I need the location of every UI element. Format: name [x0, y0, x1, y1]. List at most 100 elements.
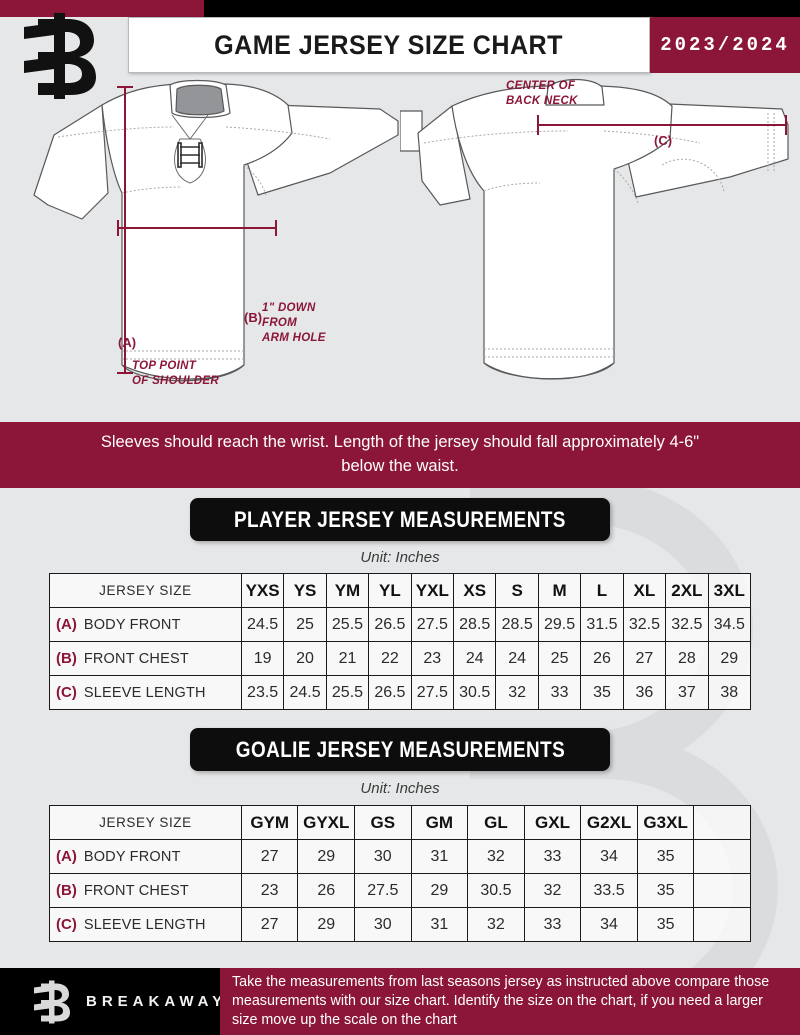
- measurement-cell: 22: [368, 641, 412, 676]
- page-title: GAME JERSEY SIZE CHART: [214, 29, 564, 60]
- measurement-cell: 34: [580, 839, 638, 874]
- goalie-unit-label: Unit: Inches: [360, 780, 440, 797]
- top-strip-maroon: [0, 0, 204, 17]
- measurement-cell: 27: [240, 839, 299, 874]
- measurement-cell: 26.5: [368, 675, 412, 710]
- measurement-cell: 29: [707, 641, 752, 676]
- measurement-cell: 29: [410, 873, 469, 908]
- label-arm-hole-line1: 1" DOWN: [262, 302, 316, 314]
- measurement-cell: 24.5: [240, 607, 285, 642]
- measurement-cell: [693, 839, 751, 874]
- measurement-cell: 28.5: [453, 607, 497, 642]
- dimension-tag-c: (C): [654, 133, 673, 148]
- measurement-cell: 37: [665, 675, 709, 710]
- label-top-point-of-shoulder-line1: TOP POINT: [132, 360, 197, 372]
- measurement-cell: 25.5: [325, 675, 370, 710]
- measurement-cell: 33: [523, 839, 582, 874]
- measurement-cell: 35: [580, 675, 624, 710]
- column-header-yxl: YXL: [410, 573, 455, 608]
- measurement-cell: 29.5: [537, 607, 582, 642]
- measurement-cell: 29: [297, 839, 356, 874]
- dimension-tag-b: (B): [244, 310, 263, 325]
- goalie-measurements-table-wrap: JERSEY SIZE GYM GYXL GS GM GL GXL G2XL G3XL (A)…: [49, 805, 751, 942]
- row-name: SLEEVE LENGTH: [83, 916, 206, 933]
- row-key: (C): [56, 684, 77, 701]
- jersey-back-illustration: [400, 78, 789, 380]
- goalie-measurements-table: JERSEY SIZE GYM GYXL GS GM GL GXL G2XL G3XL (A)…: [49, 805, 751, 942]
- measurement-cell: 33.5: [580, 873, 638, 908]
- player-row-header-label: JERSEY SIZE: [49, 573, 242, 608]
- measurement-cell: 30: [354, 907, 412, 942]
- column-header-3xl: 3XL: [707, 573, 752, 608]
- column-header-gs: GS: [354, 805, 412, 840]
- goalie-table-body: (A) BODY FRONT 27 29 30 31 32 33 34 35 (B) FRONT CH…: [49, 839, 751, 942]
- label-arm-hole-line3: ARM HOLE: [262, 332, 326, 344]
- measurement-cell: 32: [523, 873, 582, 908]
- player-unit-label: Unit: Inches: [360, 549, 440, 566]
- season-label: 2023/2024: [660, 34, 790, 56]
- column-header-ys: YS: [283, 573, 327, 608]
- goalie-section-title-pill: GOALIE JERSEY MEASUREMENTS: [190, 728, 610, 771]
- instruction-banner: Sleeves should reach the wrist. Length o…: [0, 422, 800, 488]
- footer-brand-block: BREAKAWAY: [0, 968, 222, 1035]
- measurement-cell: 30.5: [467, 873, 525, 908]
- measurement-cell: [693, 873, 751, 908]
- player-measurements-table: JERSEY SIZE YXS YS YM YL YXL XS S M L XL 2XL 3XL (A…: [49, 573, 752, 710]
- row-label-cell: (A) BODY FRONT: [49, 839, 242, 874]
- column-header-gyxl: GYXL: [297, 805, 356, 840]
- measurement-cell: 34.5: [707, 607, 752, 642]
- footer-instruction-text: Take the measurements from last seasons …: [232, 974, 770, 1028]
- column-header-m: M: [537, 573, 582, 608]
- measurement-cell: 24: [453, 641, 497, 676]
- measurement-cell: 27.5: [410, 675, 455, 710]
- measurement-cell: 25: [283, 607, 327, 642]
- measurement-cell: 25.5: [325, 607, 370, 642]
- measurement-cell: 30: [354, 839, 412, 874]
- table-row: (A) BODY FRONT 24.5 25 25.5 26.5 27.5 28.5 28.5 2…: [49, 607, 752, 642]
- label-top-point-of-shoulder-line2: OF SHOULDER: [132, 375, 219, 387]
- title-banner: GAME JERSEY SIZE CHART: [128, 17, 650, 73]
- label-arm-hole-line2: FROM: [262, 317, 298, 329]
- measurement-cell: 32: [467, 907, 525, 942]
- column-header-yl: YL: [368, 573, 412, 608]
- instruction-banner-text: Sleeves should reach the wrist. Length o…: [100, 433, 700, 475]
- footer-instruction-block: Take the measurements from last seasons …: [220, 968, 800, 1035]
- measurement-cell: 26: [580, 641, 624, 676]
- row-name: SLEEVE LENGTH: [83, 684, 206, 701]
- measurement-cell: 28.5: [495, 607, 539, 642]
- header-logo: [0, 13, 128, 99]
- measurement-cell: 32.5: [665, 607, 709, 642]
- row-label-cell: (C) SLEEVE LENGTH: [49, 675, 242, 710]
- row-label-cell: (C) SLEEVE LENGTH: [49, 907, 242, 942]
- row-key: (B): [56, 882, 77, 899]
- measurement-cell: 20: [283, 641, 327, 676]
- column-header-xs: XS: [453, 573, 497, 608]
- row-key: (C): [56, 916, 77, 933]
- row-key: (A): [56, 616, 77, 633]
- footer-brand-name: BREAKAWAY: [86, 993, 228, 1010]
- column-header-g2xl: G2XL: [580, 805, 638, 840]
- goalie-row-header-label: JERSEY SIZE: [49, 805, 242, 840]
- measurement-cell: 19: [240, 641, 285, 676]
- table-row: (C) SLEEVE LENGTH 27 29 30 31 32 33 34 35: [49, 907, 751, 942]
- column-header-s: S: [495, 573, 539, 608]
- column-header-gl: GL: [467, 805, 525, 840]
- measurement-cell: 31: [410, 907, 469, 942]
- measurement-cell: 27: [240, 907, 299, 942]
- row-label-cell: (B) FRONT CHEST: [49, 873, 242, 908]
- measurement-cell: 33: [537, 675, 582, 710]
- measurement-cell: 36: [622, 675, 667, 710]
- page-footer: BREAKAWAY Take the measurements from las…: [0, 968, 800, 1035]
- measurement-cell: 33: [523, 907, 582, 942]
- dimension-tag-a: (A): [118, 335, 137, 350]
- measurement-cell: 32.5: [622, 607, 667, 642]
- row-name: BODY FRONT: [83, 616, 181, 633]
- measurement-cell: 32: [467, 839, 525, 874]
- measurement-cell: 35: [636, 839, 695, 874]
- measurement-cell: 23: [240, 873, 299, 908]
- player-table-body: (A) BODY FRONT 24.5 25 25.5 26.5 27.5 28.5 28.5 2…: [49, 607, 752, 710]
- measurement-cell: 27.5: [354, 873, 412, 908]
- breakaway-b-monogram-icon: [24, 13, 96, 99]
- measurement-cell: 26.5: [368, 607, 412, 642]
